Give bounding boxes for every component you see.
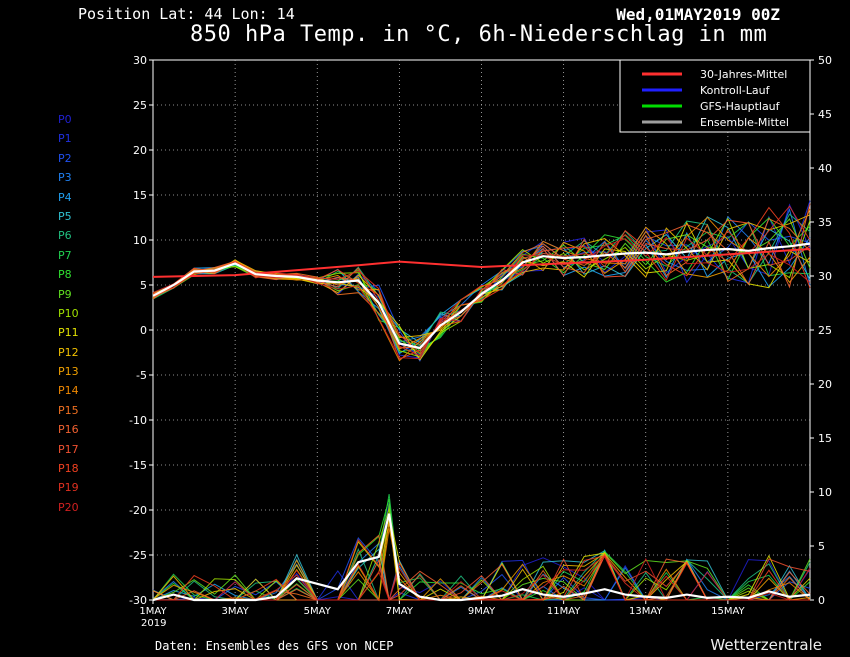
member-label-p1: P1	[58, 132, 72, 146]
y-left-tick-label: -30	[129, 594, 147, 607]
brand-logo-text: Wetterzentrale	[710, 636, 822, 654]
member-label-p13: P13	[58, 365, 79, 379]
x-tick-label: 7MAY	[386, 606, 414, 617]
member-label-p19: P19	[58, 481, 79, 495]
member-temp-line	[152, 236, 811, 360]
y-left-tick-label: -20	[129, 504, 147, 517]
legend-label: 30-Jahres-Mittel	[700, 68, 787, 81]
y-left-tick-label: 25	[133, 99, 147, 112]
y-left-tick-label: -5	[136, 369, 147, 382]
member-precip-line	[152, 542, 811, 601]
y-right-tick-label: 30	[818, 270, 832, 283]
member-label-p11: P11	[58, 326, 79, 340]
y-left-tick-label: -10	[129, 414, 147, 427]
member-label-p18: P18	[58, 462, 79, 476]
y-right-tick-label: 25	[818, 324, 832, 337]
y-right-tick-label: 0	[818, 594, 825, 607]
member-label-p8: P8	[58, 268, 72, 282]
legend-label: Kontroll-Lauf	[700, 84, 771, 97]
x-tick-label: 13MAY	[629, 606, 663, 617]
member-label-p3: P3	[58, 171, 72, 185]
member-label-p7: P7	[58, 248, 72, 262]
run-date: Wed,01MAY2019 00Z	[616, 5, 780, 24]
y-right-tick-label: 5	[818, 540, 825, 553]
y-left-tick-label: 20	[133, 144, 147, 157]
member-label-p5: P5	[58, 209, 72, 223]
x-tick-label: 9MAY	[468, 606, 496, 617]
climate-mean-line	[152, 248, 811, 278]
y-left-tick-label: 5	[140, 279, 147, 292]
member-list: P0 P1 P2 P3 P4 P5 P6 P7 P8 P9 P10 P11 P12 P13 P14 P15 P1…	[58, 110, 79, 517]
member-label-p16: P16	[58, 423, 79, 437]
member-label-p4: P4	[58, 190, 72, 204]
y-right-tick-label: 50	[818, 54, 832, 67]
legend-box	[619, 59, 811, 133]
data-source: Daten: Ensembles des GFS von NCEP	[155, 639, 394, 653]
member-label-p14: P14	[58, 384, 79, 398]
x-tick-label: 5MAY	[304, 606, 332, 617]
member-label-p6: P6	[58, 229, 72, 243]
x-tick-label: 11MAY	[547, 606, 581, 617]
member-label-p17: P17	[58, 442, 79, 456]
y-left-tick-label: -15	[129, 459, 147, 472]
y-right-tick-label: 40	[818, 162, 832, 175]
y-right-tick-label: 10	[818, 486, 832, 499]
y-left-tick-label: -25	[129, 549, 147, 562]
y-right-tick-label: 45	[818, 108, 832, 121]
x-tick-label: 15MAY	[711, 606, 745, 617]
member-label-p20: P20	[58, 500, 79, 514]
y-left-tick-label: 10	[133, 234, 147, 247]
legend-label: Ensemble-Mittel	[700, 116, 789, 129]
member-label-p12: P12	[58, 345, 79, 359]
y-left-tick-label: 15	[133, 189, 147, 202]
chart-title: 850 hPa Temp. in °C, 6h-Niederschlag in …	[190, 22, 768, 47]
y-right-tick-label: 15	[818, 432, 832, 445]
y-left-tick-label: 30	[133, 54, 147, 67]
member-label-p15: P15	[58, 403, 79, 417]
member-label-p10: P10	[58, 306, 79, 320]
member-label-p9: P9	[58, 287, 72, 301]
member-label-p2: P2	[58, 151, 72, 165]
legend-label: GFS-Hauptlauf	[700, 100, 781, 113]
y-left-tick-label: 0	[140, 324, 147, 337]
y-right-tick-label: 20	[818, 378, 832, 391]
x-tick-label: 3MAY	[222, 606, 250, 617]
member-label-p0: P0	[58, 113, 72, 126]
position-header: Position Lat: 44 Lon: 14	[78, 5, 295, 23]
x-year-label: 2019	[141, 618, 166, 629]
y-right-tick-label: 35	[818, 216, 832, 229]
member-precip-line	[153, 555, 811, 602]
ensemble-mean-temp-line	[152, 242, 811, 350]
ensemble-mean-precip-line	[152, 513, 811, 602]
x-tick-label: 1MAY	[139, 606, 167, 617]
